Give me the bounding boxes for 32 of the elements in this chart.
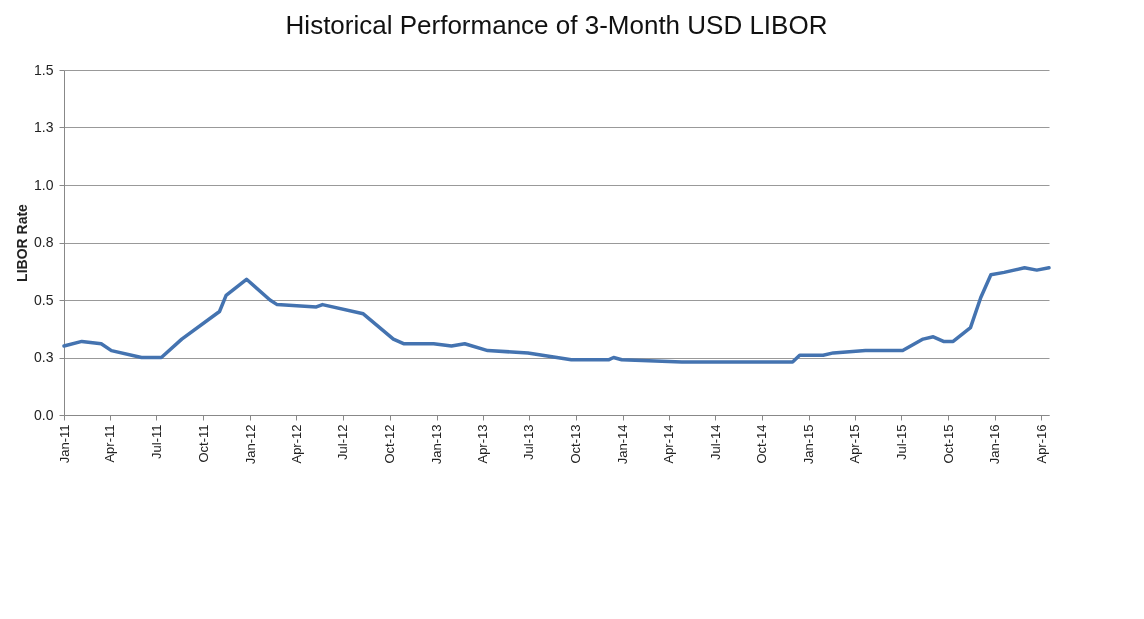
x-tick-label: Oct-11 xyxy=(195,424,211,463)
x-tick-label: Apr-16 xyxy=(1033,424,1049,464)
x-tick-label: Jul-11 xyxy=(148,424,164,459)
x-tick-label: Jan-13 xyxy=(429,424,445,465)
x-tick-label: Oct-12 xyxy=(382,424,398,464)
y-tick-label: 0.3 xyxy=(34,349,54,365)
x-tick-label: Oct-15 xyxy=(940,424,956,464)
y-tick-label: 1.3 xyxy=(34,119,54,135)
x-tick-label: Jan-14 xyxy=(615,424,631,465)
y-tick-label: 0.8 xyxy=(34,234,54,250)
y-tick-label: 1.0 xyxy=(34,176,54,193)
x-tick-label: Apr-15 xyxy=(847,424,863,464)
y-tick-label: 0.5 xyxy=(34,291,54,308)
x-tick-label: Jul-15 xyxy=(893,424,909,460)
y-axis-title: LIBOR Rate xyxy=(14,203,31,282)
x-tick-label: Jan-16 xyxy=(987,424,1003,465)
x-tick-label: Jan-15 xyxy=(801,424,817,465)
x-tick-label: Jul-13 xyxy=(521,424,537,460)
x-tick-label: Jul-12 xyxy=(335,424,351,460)
x-tick-label: Apr-13 xyxy=(475,424,491,464)
x-tick-label: Apr-12 xyxy=(288,424,304,464)
x-tick-label: Apr-14 xyxy=(661,424,677,464)
x-tick-label: Apr-11 xyxy=(102,424,118,463)
x-tick-label: Jul-14 xyxy=(707,424,723,460)
line-series xyxy=(62,266,1051,364)
x-tick-label: Oct-13 xyxy=(568,424,584,464)
x-tick-label: Jan-12 xyxy=(242,424,258,465)
x-tick-label: Oct-14 xyxy=(754,424,770,464)
y-tick-label: 0.0 xyxy=(34,406,54,423)
x-tick-label: Jan-11 xyxy=(56,424,72,464)
y-tick-label: 1.5 xyxy=(34,61,54,78)
chart-title: Historical Performance of 3-Month USD LIBOR xyxy=(285,10,828,40)
